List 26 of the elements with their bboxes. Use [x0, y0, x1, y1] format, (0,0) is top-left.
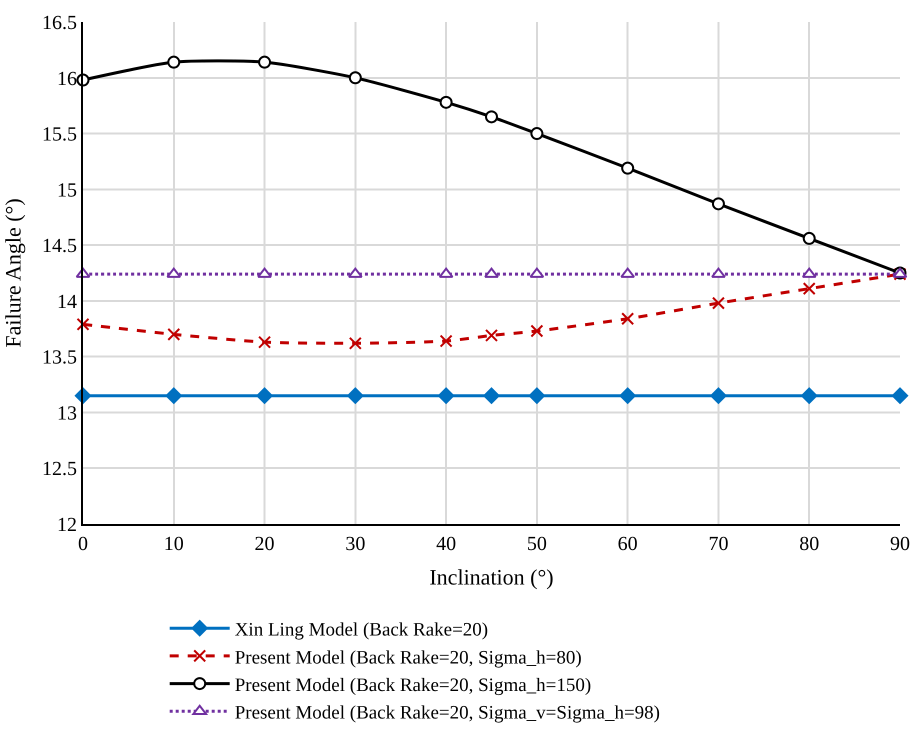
y-tick-label: 13.5 — [42, 346, 77, 369]
x-tick-label: 40 — [436, 533, 456, 555]
y-tick-label: 16.5 — [42, 12, 77, 34]
x-tick-label: 90 — [890, 533, 910, 555]
y-tick-label: 12 — [57, 514, 77, 536]
y-tick-label: 15 — [57, 179, 77, 202]
legend-label: Present Model (Back Rake=20, Sigma_h=150) — [234, 675, 592, 696]
x-tick-label: 10 — [164, 533, 184, 555]
y-tick-label: 13 — [57, 402, 77, 424]
x-tick-label: 80 — [799, 533, 820, 555]
y-tick-label: 16 — [57, 68, 77, 90]
y-tick-label: 14 — [57, 290, 77, 313]
x-tick-label: 60 — [618, 533, 638, 555]
x-tick-label: 30 — [345, 533, 366, 555]
y-tick-label: 15.5 — [42, 124, 77, 146]
y-tick-label: 12.5 — [42, 458, 77, 480]
x-tick-label: 20 — [254, 533, 275, 555]
x-tick-label: 70 — [708, 533, 728, 555]
legend-label: Present Model (Back Rake=20, Sigma_h=80) — [234, 647, 582, 668]
y-axis-title: Failure Angle (°) — [0, 198, 26, 348]
x-tick-label: 50 — [526, 533, 547, 555]
x-tick-label: 0 — [78, 533, 88, 555]
legend-label: Present Model (Back Rake=20, Sigma_v=Sigma_h=98) — [234, 702, 660, 724]
legend-label: Xin Ling Model (Back Rake=20) — [234, 620, 488, 641]
x-axis-title: Inclination (°) — [429, 564, 554, 590]
y-tick-label: 14.5 — [42, 235, 77, 258]
